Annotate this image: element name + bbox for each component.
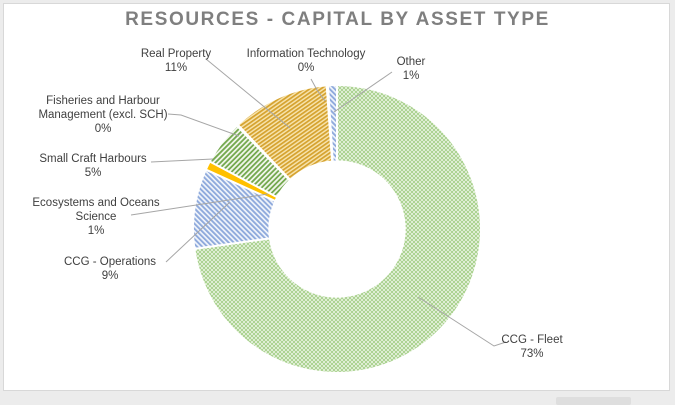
chart-title: RESOURCES - CAPITAL BY ASSET TYPE bbox=[125, 9, 550, 30]
label-ecosystems-name: Ecosystems and Oceans Science bbox=[32, 197, 160, 223]
leader-line-fisheries bbox=[167, 113, 240, 137]
donut-segments bbox=[192, 84, 482, 374]
label-ccg-operations-pct: 9% bbox=[101, 270, 119, 282]
label-information-technology-name: Information Technology bbox=[246, 48, 366, 60]
label-ecosystems-pct: 1% bbox=[87, 225, 105, 237]
donut-segment-ccg-fleet bbox=[193, 84, 482, 374]
label-small-craft-harbours-pct: 5% bbox=[84, 167, 102, 179]
label-ccg-operations: CCG - Operations 9% bbox=[40, 255, 180, 283]
label-information-technology: Information Technology 0% bbox=[236, 47, 376, 75]
leader-line-information-technology bbox=[310, 78, 326, 102]
leader-line-other bbox=[333, 71, 393, 113]
label-real-property-pct: 11% bbox=[164, 62, 188, 74]
label-fisheries-name: Fisheries and Harbour Management (excl. … bbox=[38, 95, 168, 121]
label-ccg-fleet-pct: 73% bbox=[520, 348, 544, 360]
leader-line-real-property bbox=[205, 58, 291, 129]
label-other: Other 1% bbox=[371, 55, 451, 83]
label-ccg-fleet: CCG - Fleet 73% bbox=[482, 333, 582, 361]
label-real-property: Real Property 11% bbox=[111, 47, 241, 75]
label-other-pct: 1% bbox=[402, 70, 420, 82]
label-ecosystems: Ecosystems and Oceans Science 1% bbox=[26, 196, 166, 238]
horizontal-scrollbar-thumb[interactable] bbox=[556, 397, 631, 405]
label-information-technology-pct: 0% bbox=[297, 62, 315, 74]
leader-line-ccg-fleet bbox=[417, 296, 507, 347]
leader-line-small-craft-harbours bbox=[150, 158, 214, 163]
leader-line-ccg-operations bbox=[165, 201, 231, 263]
label-ccg-fleet-name: CCG - Fleet bbox=[501, 334, 563, 346]
leader-lines bbox=[130, 58, 507, 347]
donut-segment-other bbox=[326, 84, 338, 163]
label-other-name: Other bbox=[396, 56, 426, 68]
label-real-property-name: Real Property bbox=[140, 48, 212, 60]
label-small-craft-harbours: Small Craft Harbours 5% bbox=[18, 152, 168, 180]
leader-line-ecosystems bbox=[130, 193, 269, 216]
label-small-craft-harbours-name: Small Craft Harbours bbox=[39, 153, 147, 165]
label-ccg-operations-name: CCG - Operations bbox=[63, 256, 157, 268]
label-fisheries-pct: 0% bbox=[94, 123, 112, 135]
label-fisheries: Fisheries and Harbour Management (excl. … bbox=[23, 94, 183, 136]
